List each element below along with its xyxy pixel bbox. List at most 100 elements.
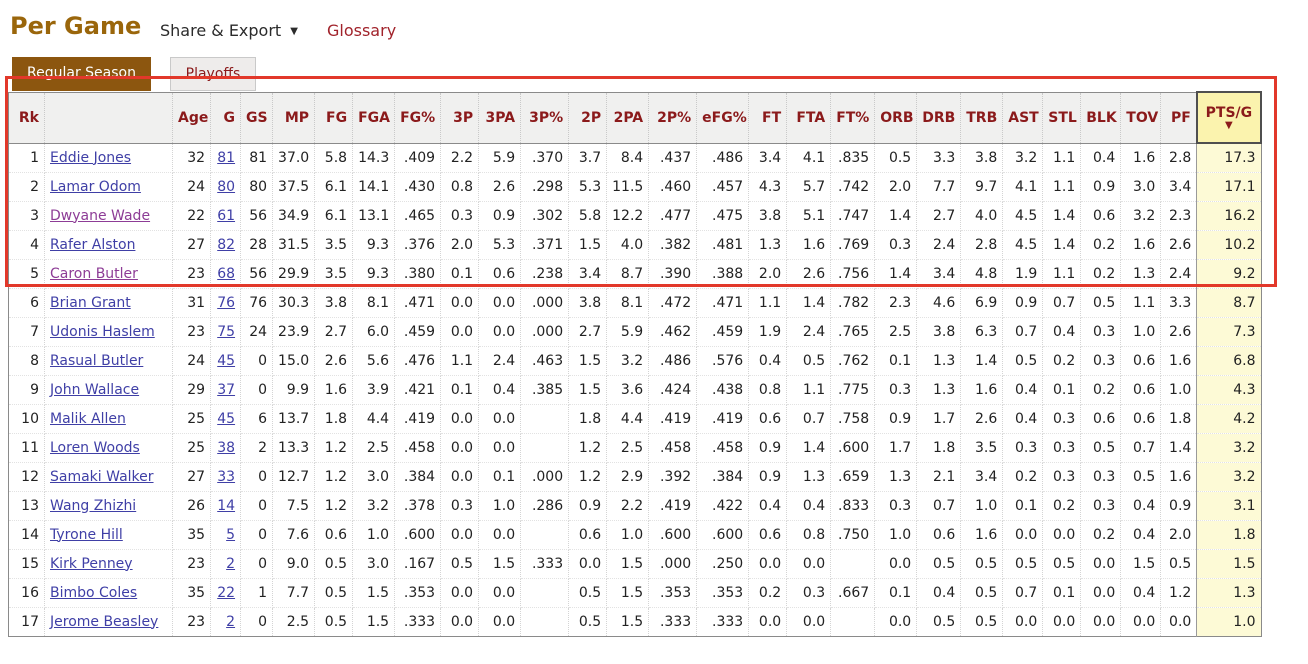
games-link[interactable]: 76 bbox=[217, 294, 236, 311]
player-link[interactable]: Loren Woods bbox=[50, 439, 140, 456]
col-header-orb[interactable]: ORB bbox=[874, 92, 918, 143]
stat-cell: 2.0 bbox=[874, 172, 918, 202]
tab-playoffs[interactable]: Playoffs bbox=[170, 57, 256, 91]
col-header-gs[interactable]: GS bbox=[240, 92, 274, 143]
stat-cell: .424 bbox=[648, 375, 698, 405]
stat-cell: 12.7 bbox=[272, 462, 316, 492]
stat-cell bbox=[520, 520, 570, 550]
stat-cell: .333 bbox=[520, 549, 570, 579]
stat-cell: 3.8 bbox=[916, 317, 962, 347]
player-link[interactable]: Tyrone Hill bbox=[50, 526, 123, 543]
stat-cell: 0.2 bbox=[1042, 346, 1082, 376]
col-header-efg-[interactable]: eFG% bbox=[696, 92, 750, 143]
col-header-fg[interactable]: FG bbox=[314, 92, 354, 143]
stat-cell: 0.7 bbox=[1042, 288, 1082, 318]
col-header-blk[interactable]: BLK bbox=[1080, 92, 1122, 143]
col-header-rk[interactable]: Rk bbox=[8, 92, 45, 143]
col-header-3p-[interactable]: 3P% bbox=[520, 92, 570, 143]
player-link[interactable]: Udonis Haslem bbox=[50, 323, 155, 340]
games-link[interactable]: 81 bbox=[217, 149, 236, 166]
games-link[interactable]: 45 bbox=[217, 352, 236, 369]
player-link[interactable]: Samaki Walker bbox=[50, 468, 154, 485]
pts-cell: 1.5 bbox=[1196, 549, 1262, 579]
games-link[interactable]: 22 bbox=[217, 584, 236, 601]
stat-cell: .458 bbox=[696, 433, 750, 463]
pts-cell: 3.2 bbox=[1196, 433, 1262, 463]
stat-cell: 3.3 bbox=[1160, 288, 1198, 318]
stat-cell: 0.3 bbox=[874, 491, 918, 521]
col-header-2p-[interactable]: 2P% bbox=[648, 92, 698, 143]
player-link[interactable]: Dwyane Wade bbox=[50, 207, 151, 224]
col-header-fg-[interactable]: FG% bbox=[394, 92, 442, 143]
col-header-ft[interactable]: FT bbox=[748, 92, 788, 143]
stat-cell: 4.8 bbox=[960, 259, 1004, 289]
games-link[interactable]: 14 bbox=[217, 497, 236, 514]
col-header-drb[interactable]: DRB bbox=[916, 92, 962, 143]
games-link[interactable]: 37 bbox=[217, 381, 236, 398]
share-export-menu[interactable]: Share & Export ▼ bbox=[160, 21, 298, 40]
stat-cell: 0.5 bbox=[1080, 433, 1122, 463]
stat-cell: 3.8 bbox=[748, 201, 788, 231]
player-link[interactable]: Caron Butler bbox=[50, 265, 138, 282]
col-header-age[interactable]: Age bbox=[172, 92, 212, 143]
stat-cell: 0.0 bbox=[478, 433, 522, 463]
stat-cell: .380 bbox=[394, 259, 442, 289]
player-link[interactable]: Bimbo Coles bbox=[50, 584, 138, 601]
col-header-3p[interactable]: 3P bbox=[440, 92, 480, 143]
games-link[interactable]: 2 bbox=[226, 555, 236, 572]
games-link[interactable]: 33 bbox=[217, 468, 236, 485]
games-link[interactable]: 45 bbox=[217, 410, 236, 427]
player-link[interactable]: Kirk Penney bbox=[50, 555, 133, 572]
stat-cell: .430 bbox=[394, 172, 442, 202]
rank-cell: 5 bbox=[8, 259, 45, 289]
stat-cell: 0.4 bbox=[1002, 375, 1044, 405]
player-link[interactable]: Lamar Odom bbox=[50, 178, 141, 195]
col-header-ft-[interactable]: FT% bbox=[830, 92, 876, 143]
rank-cell: 16 bbox=[8, 578, 45, 608]
col-header-stl[interactable]: STL bbox=[1042, 92, 1082, 143]
table-header: Rk Age G GS MP FG FGA FG% 3P 3PA 3P% 2P 2PA 2P% eFG% FT… bbox=[8, 91, 1263, 144]
player-link[interactable]: Rafer Alston bbox=[50, 236, 136, 253]
stat-cell: 1.6 bbox=[1120, 230, 1162, 260]
col-header-mp[interactable]: MP bbox=[272, 92, 316, 143]
col-header-pts-g[interactable]: PTS/G ▼ bbox=[1195, 91, 1263, 144]
stat-cell: 0.6 bbox=[748, 404, 788, 434]
stat-cell: 1.6 bbox=[786, 230, 832, 260]
col-header-3pa[interactable]: 3PA bbox=[478, 92, 522, 143]
col-header-tov[interactable]: TOV bbox=[1120, 92, 1162, 143]
col-header-2p[interactable]: 2P bbox=[568, 92, 608, 143]
player-link[interactable]: Eddie Jones bbox=[50, 149, 132, 166]
player-link[interactable]: John Wallace bbox=[50, 381, 140, 398]
player-link[interactable]: Malik Allen bbox=[50, 410, 126, 427]
games-link[interactable]: 2 bbox=[226, 613, 236, 630]
stat-cell bbox=[520, 578, 570, 608]
player-link[interactable]: Wang Zhizhi bbox=[50, 497, 137, 514]
col-header-2pa[interactable]: 2PA bbox=[606, 92, 650, 143]
col-header-player[interactable] bbox=[44, 92, 174, 143]
stat-cell: 2.7 bbox=[916, 201, 962, 231]
games-link[interactable]: 38 bbox=[217, 439, 236, 456]
player-link[interactable]: Jerome Beasley bbox=[50, 613, 159, 630]
col-header-g[interactable]: G bbox=[210, 92, 242, 143]
glossary-link[interactable]: Glossary bbox=[327, 21, 397, 40]
games-link[interactable]: 75 bbox=[217, 323, 236, 340]
games-link[interactable]: 82 bbox=[217, 236, 236, 253]
col-header-fga[interactable]: FGA bbox=[352, 92, 396, 143]
games-link[interactable]: 80 bbox=[217, 178, 236, 195]
player-link[interactable]: Brian Grant bbox=[50, 294, 131, 311]
games-link[interactable]: 68 bbox=[217, 265, 236, 282]
col-header-fta[interactable]: FTA bbox=[786, 92, 832, 143]
games-link[interactable]: 61 bbox=[217, 207, 236, 224]
player-link[interactable]: Rasual Butler bbox=[50, 352, 144, 369]
stat-cell: 0.0 bbox=[440, 578, 480, 608]
stat-cell: 3.0 bbox=[352, 462, 396, 492]
col-header-trb[interactable]: TRB bbox=[960, 92, 1004, 143]
stat-cell: 0.5 bbox=[314, 607, 354, 637]
tab-regular-season[interactable]: Regular Season bbox=[12, 57, 151, 91]
pts-cell: 6.8 bbox=[1196, 346, 1262, 376]
stat-cell: 1.2 bbox=[314, 462, 354, 492]
games-link[interactable]: 5 bbox=[226, 526, 236, 543]
col-header-pf[interactable]: PF bbox=[1160, 92, 1198, 143]
stat-cell: 3.5 bbox=[960, 433, 1004, 463]
col-header-ast[interactable]: AST bbox=[1002, 92, 1044, 143]
